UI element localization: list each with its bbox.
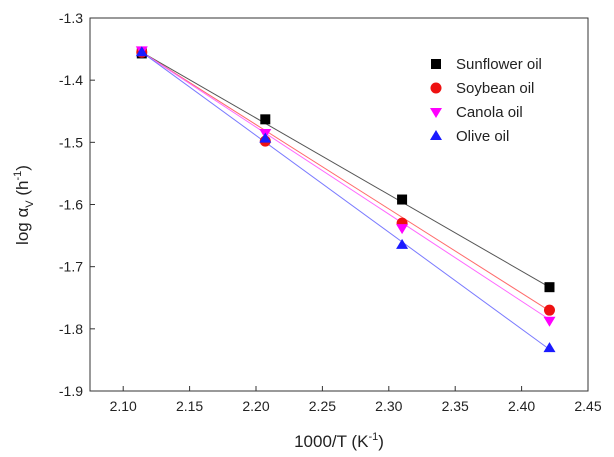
olive-oil-point — [543, 342, 556, 353]
y-tick-label: -1.8 — [59, 321, 83, 337]
x-tick-label: 2.25 — [309, 398, 336, 414]
legend-canola-oil-marker — [430, 108, 442, 118]
y-tick-label: -1.3 — [59, 10, 83, 26]
x-tick-label: 2.40 — [508, 398, 535, 414]
legend-sunflower-oil-label: Sunflower oil — [456, 56, 542, 73]
y-tick-label: -1.9 — [59, 383, 83, 399]
x-tick-label: 2.20 — [242, 398, 269, 414]
legend-soybean-oil-label: Soybean oil — [456, 80, 534, 97]
y-axis-ticks: -1.3 -1.4 -1.5 -1.6 -1.7 -1.8 -1.9 — [59, 10, 95, 399]
fit-lines — [141, 51, 550, 350]
legend-sunflower-oil-marker — [431, 59, 441, 69]
plot-frame — [89, 17, 589, 392]
legend-olive-oil-marker — [430, 130, 442, 140]
y-tick-label: -1.6 — [59, 197, 83, 213]
olive-oil-point — [396, 238, 409, 249]
x-axis-ticks: 2.10 2.15 2.20 2.25 2.30 2.35 2.40 2.45 — [110, 386, 602, 414]
olive-oil-point — [259, 132, 272, 143]
legend-canola-oil-label: Canola oil — [456, 104, 523, 121]
y-axis-title: log αV (h-1) — [12, 165, 36, 245]
soybean-oil-fit-line — [141, 51, 550, 312]
soybean-oil-point — [543, 304, 555, 316]
x-tick-label: 2.45 — [574, 398, 601, 414]
legend-soybean-oil-marker — [430, 82, 442, 94]
x-tick-label: 2.30 — [375, 398, 402, 414]
canola-oil-fit-line — [141, 51, 550, 320]
x-axis-title: 1000/T (K-1) — [294, 431, 384, 451]
canola-oil-point — [543, 316, 556, 327]
sunflower-oil-point — [397, 194, 408, 205]
sunflower-oil-point — [260, 114, 271, 125]
x-tick-label: 2.35 — [442, 398, 469, 414]
x-tick-label: 2.10 — [110, 398, 137, 414]
canola-oil-point — [396, 224, 409, 235]
sunflower-oil-point — [544, 282, 555, 293]
olive-oil-point — [135, 46, 148, 57]
sunflower-oil-fit-line — [141, 51, 550, 288]
legend-olive-oil-label: Olive oil — [456, 128, 509, 145]
data-markers — [135, 46, 556, 353]
legend: Sunflower oil Soybean oil Canola oil Olive … — [430, 56, 542, 145]
y-tick-label: -1.7 — [59, 259, 83, 275]
y-tick-label: -1.5 — [59, 134, 83, 150]
y-tick-label: -1.4 — [59, 72, 83, 88]
x-tick-label: 2.15 — [176, 398, 203, 414]
olive-oil-fit-line — [141, 51, 550, 350]
